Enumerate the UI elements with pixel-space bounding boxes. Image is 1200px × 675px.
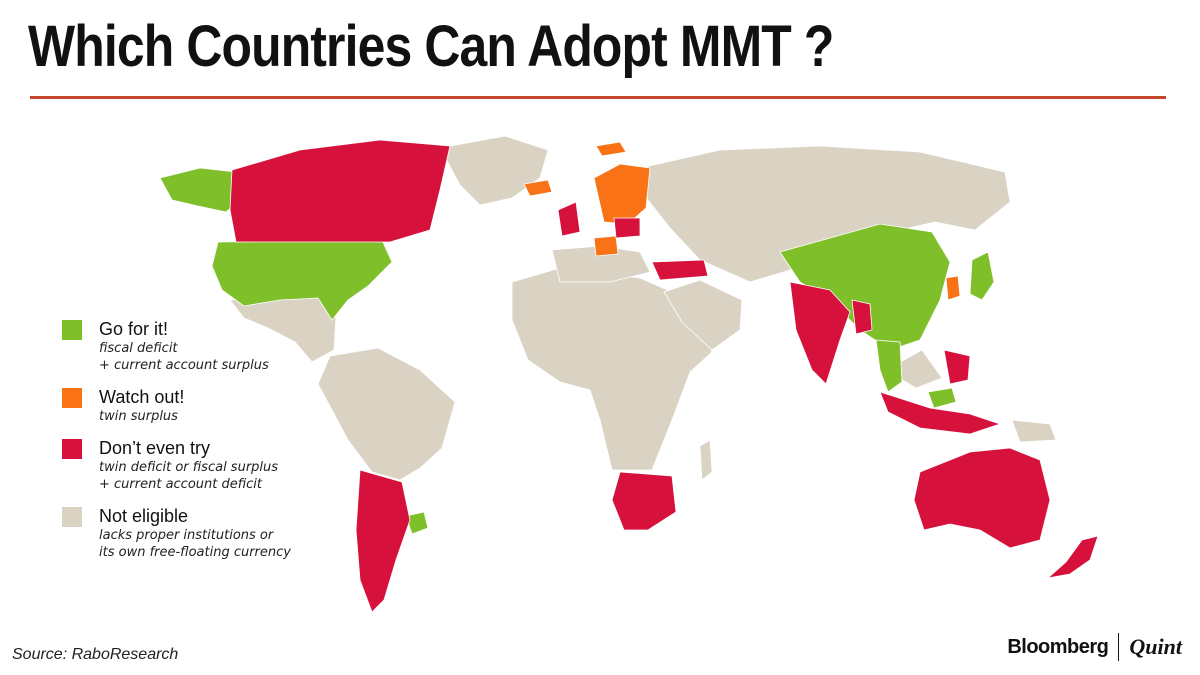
south-korea	[945, 275, 961, 301]
legend-item-not-eligible: Not eligible lacks proper institutions o…	[62, 505, 362, 561]
legend-description: + current account deficit	[99, 477, 262, 492]
argentina-chile	[355, 469, 411, 613]
indonesia	[879, 391, 1002, 435]
brand-primary: Bloomberg	[1007, 635, 1109, 658]
brand-logo: Bloomberg Quint	[1007, 633, 1182, 661]
central-europe	[593, 235, 619, 257]
africa	[511, 267, 713, 471]
india	[789, 281, 851, 385]
legend-description: twin surplus	[99, 409, 178, 424]
papua	[1011, 419, 1057, 443]
thailand	[875, 339, 903, 393]
legend-description: + current account surplus	[99, 358, 269, 373]
legend-label: Watch out!	[99, 387, 185, 407]
legend-description: twin deficit or fiscal surplus	[99, 460, 279, 475]
legend-description: its own free-floating currency	[99, 545, 291, 560]
poland-region	[613, 217, 641, 239]
canada	[229, 139, 451, 243]
uruguay	[405, 511, 429, 535]
source-note: Source: RaboResearch	[12, 646, 179, 663]
land-watch	[523, 141, 961, 301]
title-divider	[30, 96, 1166, 99]
legend-label: Don’t even try	[99, 438, 211, 458]
land-dont	[229, 139, 1099, 613]
land-go	[159, 167, 995, 535]
world-map	[159, 135, 1099, 613]
japan	[969, 251, 995, 301]
brand-divider	[1118, 633, 1120, 661]
svalbard	[595, 141, 627, 157]
uk	[557, 201, 581, 237]
malaysia	[927, 387, 957, 409]
madagascar	[699, 439, 713, 481]
legend-swatch-dont	[62, 439, 82, 459]
legend: Go for it! fiscal deficit + current acco…	[62, 318, 362, 573]
middle-east	[663, 279, 743, 351]
scandinavia	[593, 163, 651, 225]
south-america	[317, 347, 456, 481]
land-not-eligible	[229, 135, 1057, 481]
page-title: Which Countries Can Adopt MMT ?	[28, 14, 834, 79]
southeast-asia-rest	[885, 349, 943, 389]
south-africa	[611, 471, 677, 531]
usa	[211, 239, 393, 321]
turkey	[651, 259, 709, 281]
new-zealand	[1046, 535, 1099, 579]
brand-secondary: Quint	[1129, 634, 1182, 659]
legend-description: fiscal deficit	[99, 341, 178, 356]
legend-item-dont: Don’t even try twin deficit or fiscal su…	[62, 437, 362, 493]
legend-swatch-watch	[62, 388, 82, 408]
legend-label: Go for it!	[99, 319, 169, 339]
philippines	[943, 349, 971, 385]
legend-description: lacks proper institutions or	[99, 528, 274, 543]
legend-swatch-not-eligible	[62, 507, 82, 527]
legend-swatch-go	[62, 320, 82, 340]
myanmar	[851, 299, 873, 335]
legend-item-watch: Watch out! twin surplus	[62, 386, 362, 425]
legend-label: Not eligible	[99, 506, 189, 526]
russia-central-asia	[639, 145, 1011, 283]
iceland	[523, 179, 553, 197]
legend-item-go: Go for it! fiscal deficit + current acco…	[62, 318, 362, 374]
australia	[913, 447, 1051, 549]
